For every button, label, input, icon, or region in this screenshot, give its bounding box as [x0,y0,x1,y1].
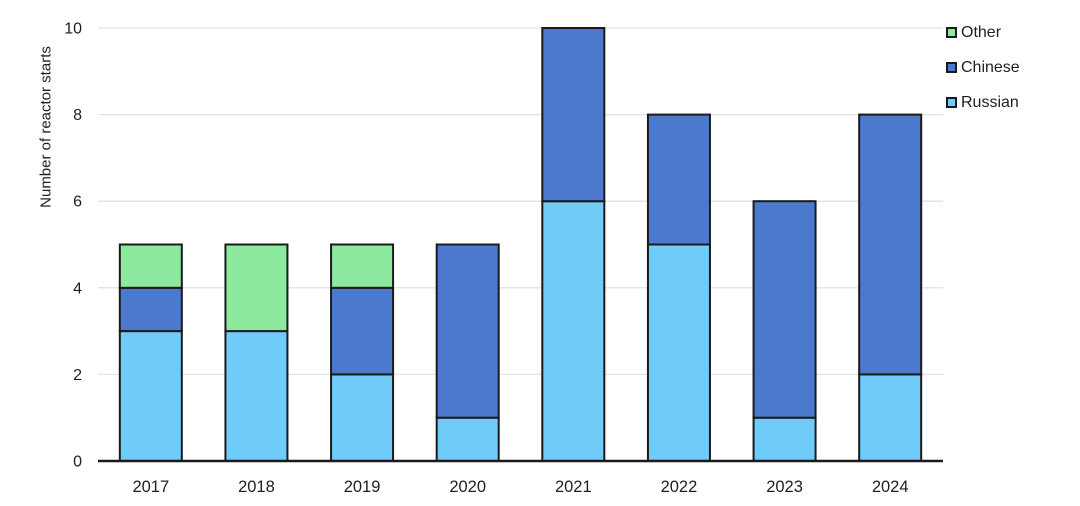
bar-segment-russian-2022 [646,243,711,462]
legend-label: Russian [961,93,1019,111]
y-tick-label: 6 [73,194,82,211]
bar-segment-russian-2018 [224,330,289,462]
y-tick-label: 0 [73,454,82,471]
bar-segment-chinese-2021 [541,27,606,203]
legend-item-chinese: Chinese [946,57,1020,78]
bar-segment-chinese-2017 [118,286,183,333]
legend-item-russian: Russian [946,92,1020,113]
bar-segment-russian-2019 [330,373,395,462]
bar-segment-chinese-2023 [752,200,817,419]
bar-segment-other-2017 [118,243,183,289]
bar-segment-russian-2020 [435,416,500,463]
bar-segment-chinese-2024 [858,113,923,376]
bar-segment-other-2019 [330,243,395,289]
legend-label: Chinese [961,58,1020,76]
legend: Other Chinese Russian [946,22,1020,113]
x-axis-label: 2022 [661,478,698,496]
bar-segment-chinese-2020 [435,243,500,419]
y-tick-label: 10 [64,21,82,38]
legend-item-other: Other [946,22,1020,43]
x-axis-label: 2017 [132,478,169,496]
legend-label: Other [961,23,1002,41]
x-axis-label: 2019 [344,478,381,496]
y-tick-label: 2 [73,367,82,384]
bar-segment-russian-2021 [541,200,606,462]
bar-segment-chinese-2019 [330,286,395,376]
x-axis-label: 2018 [238,478,275,496]
legend-swatch-chinese [946,62,957,73]
bar-segment-chinese-2022 [646,113,711,246]
y-tick-label: 4 [73,280,82,297]
x-axis-label: 2021 [555,478,592,496]
bar-segment-russian-2024 [858,373,923,462]
legend-swatch-other [946,27,957,38]
legend-swatch-russian [946,97,957,108]
x-axis-label: 2024 [872,478,909,496]
y-tick-label: 8 [73,107,82,124]
bar-segment-russian-2017 [118,330,183,462]
x-axis-label: 2023 [766,478,803,496]
y-axis-title: Number of reactor starts [37,46,55,208]
bar-segment-russian-2023 [752,416,817,463]
bar-segment-other-2018 [224,243,289,333]
x-axis-label: 2020 [449,478,486,496]
